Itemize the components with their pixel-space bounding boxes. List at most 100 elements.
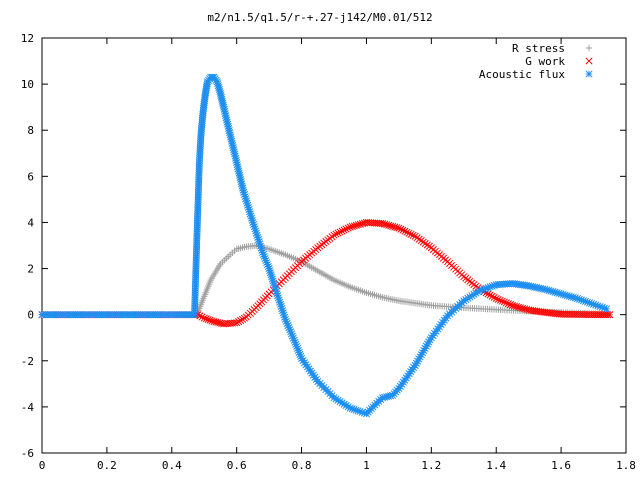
legend-marker: [585, 57, 593, 65]
data-point: [381, 220, 389, 228]
data-point: [281, 315, 289, 323]
data-point: [279, 309, 287, 317]
data-point: [492, 294, 500, 303]
data-point: [350, 405, 358, 413]
data-point: [277, 302, 285, 310]
series-acoustic-flux: [38, 73, 611, 418]
data-point: [506, 301, 514, 309]
data-point: [472, 289, 480, 297]
data-point: [240, 314, 249, 322]
data-point: [403, 228, 411, 236]
data-point: [250, 221, 258, 229]
y-tick-label: 0: [27, 309, 34, 322]
data-point: [346, 223, 354, 231]
data-point: [344, 403, 352, 411]
y-tick-label: 6: [27, 170, 34, 183]
data-point: [259, 248, 267, 256]
data-point: [504, 300, 512, 308]
data-point: [545, 286, 553, 295]
data-point: [244, 203, 252, 211]
data-point: [561, 291, 569, 299]
data-point: [294, 346, 302, 354]
data-point: [292, 340, 300, 348]
data-point: [245, 205, 253, 214]
data-point: [239, 186, 247, 194]
data-point: [387, 222, 395, 230]
data-point: [395, 224, 403, 232]
data-point: [500, 298, 508, 306]
data-point: [340, 400, 348, 408]
legend-marker: [585, 70, 593, 78]
data-point: [517, 304, 525, 312]
y-tick-label: -2: [21, 355, 34, 368]
data-point: [486, 283, 494, 291]
data-point: [543, 286, 551, 294]
data-point: [514, 303, 523, 311]
data-point: [266, 269, 274, 277]
data-point: [214, 82, 222, 90]
legend-label: G work: [525, 55, 565, 68]
data-point: [502, 299, 510, 307]
data-point: [259, 250, 267, 258]
x-tick-label: 0.2: [97, 459, 117, 472]
data-point: [233, 319, 241, 327]
data-point: [420, 346, 428, 355]
data-point: [238, 315, 247, 323]
data-point: [604, 311, 612, 319]
data-point: [549, 288, 557, 296]
data-point: [340, 226, 348, 234]
data-point: [243, 199, 251, 207]
data-point: [411, 361, 419, 369]
data-point: [215, 85, 223, 94]
data-point: [484, 284, 492, 292]
data-point: [397, 225, 405, 233]
data-point: [282, 317, 290, 325]
data-point: [255, 238, 263, 246]
data-point: [271, 283, 279, 291]
data-point: [414, 357, 422, 365]
data-point: [283, 319, 291, 328]
data-point: [350, 222, 358, 230]
data-point: [563, 292, 571, 300]
data-point: [360, 409, 368, 417]
data-point: [287, 330, 296, 338]
data-point: [336, 228, 344, 236]
data-point: [248, 216, 256, 224]
data-point: [332, 395, 340, 403]
data-point: [519, 304, 527, 312]
x-tick-label: 0.8: [292, 459, 312, 472]
data-point: [330, 231, 338, 239]
data-point: [264, 262, 272, 271]
data-point: [281, 313, 289, 321]
y-tick-label: 4: [27, 216, 34, 229]
data-point: [280, 311, 288, 319]
data-point: [257, 244, 265, 252]
data-point: [263, 258, 271, 267]
data-point: [256, 242, 265, 250]
data-point: [240, 188, 248, 196]
data-point: [216, 87, 224, 95]
x-tick-label: 1.2: [421, 459, 441, 472]
data-point: [246, 210, 254, 218]
data-point: [348, 222, 356, 231]
data-point: [488, 292, 496, 300]
data-point: [565, 292, 573, 300]
data-point: [490, 281, 498, 289]
legend-marker: [585, 44, 593, 52]
data-point: [214, 80, 222, 88]
data-point: [254, 233, 262, 241]
data-point: [358, 408, 366, 416]
chart-title: m2/n1.5/q1.5/r-+.27-j142/M0.01/512: [207, 11, 432, 24]
data-point: [241, 193, 249, 201]
data-point: [253, 231, 261, 239]
data-point: [590, 300, 598, 308]
data-point: [275, 296, 283, 304]
plot-frame: [41, 37, 627, 454]
data-point: [348, 405, 356, 413]
data-point: [405, 229, 413, 237]
data-point: [399, 226, 407, 234]
data-point: [547, 287, 555, 295]
data-point: [270, 281, 278, 289]
data-point: [200, 314, 208, 322]
data-point: [484, 290, 492, 298]
